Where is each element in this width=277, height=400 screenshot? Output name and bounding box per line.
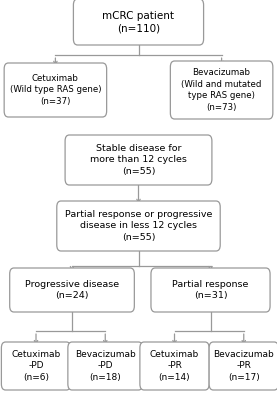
Text: Bevacizumab
(Wild and mutated
type RAS gene)
(n=73): Bevacizumab (Wild and mutated type RAS g… xyxy=(181,68,262,112)
Text: Cetuximab
-PD
(n=6): Cetuximab -PD (n=6) xyxy=(11,350,61,382)
Text: mCRC patient
(n=110): mCRC patient (n=110) xyxy=(102,11,175,33)
FancyBboxPatch shape xyxy=(209,342,277,390)
FancyBboxPatch shape xyxy=(10,268,134,312)
Text: Cetuximab
-PR
(n=14): Cetuximab -PR (n=14) xyxy=(150,350,199,382)
FancyBboxPatch shape xyxy=(4,63,107,117)
FancyBboxPatch shape xyxy=(65,135,212,185)
Text: Cetuximab
(Wild type RAS gene)
(n=37): Cetuximab (Wild type RAS gene) (n=37) xyxy=(10,74,101,106)
Text: Progressive disease
(n=24): Progressive disease (n=24) xyxy=(25,280,119,300)
FancyBboxPatch shape xyxy=(140,342,209,390)
FancyBboxPatch shape xyxy=(73,0,204,45)
FancyBboxPatch shape xyxy=(1,342,71,390)
Text: Bevacizumab
-PR
(n=17): Bevacizumab -PR (n=17) xyxy=(213,350,274,382)
Text: Partial response or progressive
disease in less 12 cycles
(n=55): Partial response or progressive disease … xyxy=(65,210,212,242)
FancyBboxPatch shape xyxy=(57,201,220,251)
FancyBboxPatch shape xyxy=(170,61,273,119)
Text: Partial response
(n=31): Partial response (n=31) xyxy=(172,280,249,300)
Text: Stable disease for
more than 12 cycles
(n=55): Stable disease for more than 12 cycles (… xyxy=(90,144,187,176)
Text: Bevacizumab
-PD
(n=18): Bevacizumab -PD (n=18) xyxy=(75,350,136,382)
FancyBboxPatch shape xyxy=(151,268,270,312)
FancyBboxPatch shape xyxy=(68,342,143,390)
